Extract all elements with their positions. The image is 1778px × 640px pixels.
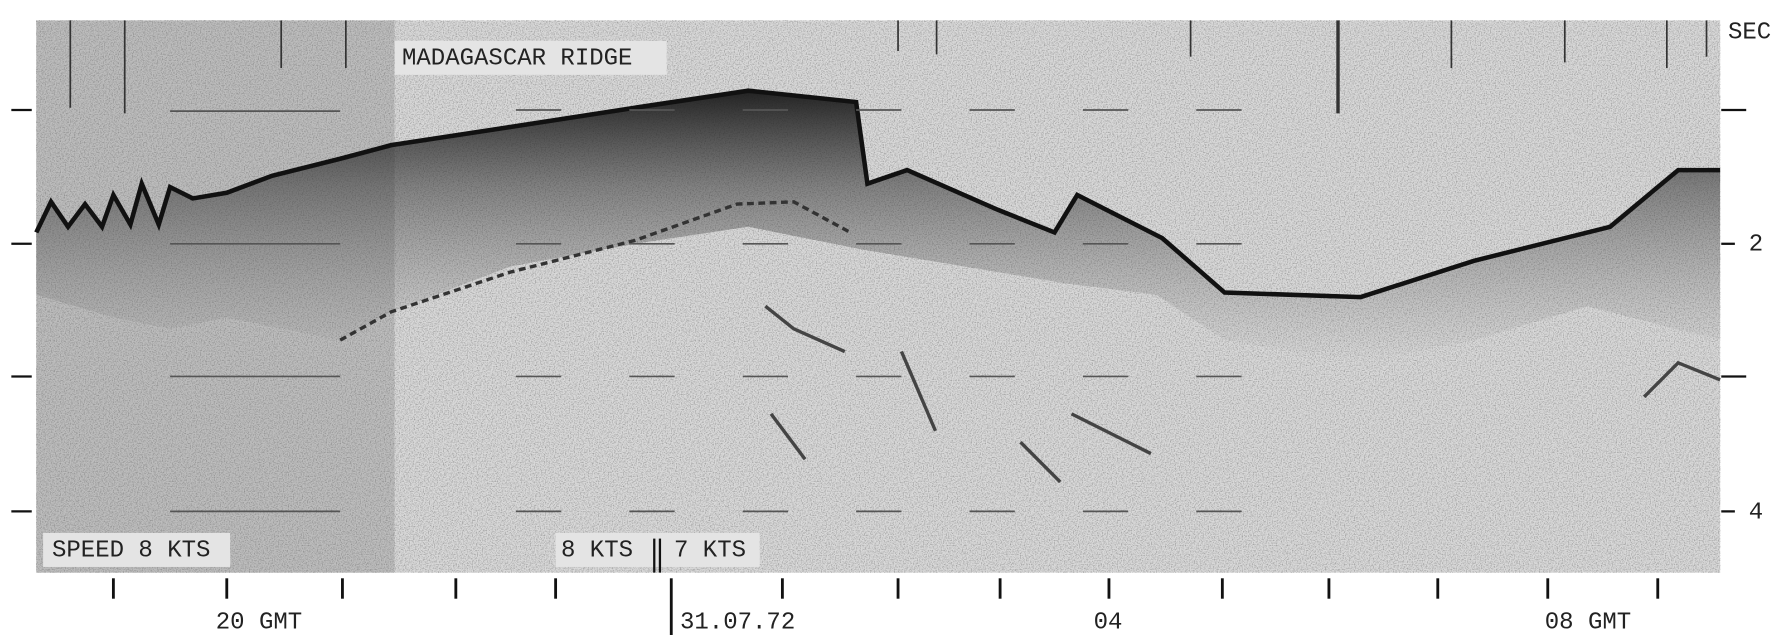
sea-floor-line — [34, 88, 1721, 300]
time-label: 08 GMT — [1545, 609, 1631, 636]
sea-floor — [36, 90, 1721, 363]
depth-ticks — [11, 108, 1747, 573]
depth-label: 4 — [1749, 499, 1763, 526]
label-box — [555, 532, 760, 567]
label-box — [43, 532, 231, 567]
label-box — [394, 40, 667, 75]
time-label: 04 — [1094, 609, 1123, 636]
speed-label: 8 KTS — [561, 537, 633, 564]
time-label: 20 GMT — [216, 609, 302, 636]
sub-bottom-reflector — [339, 200, 852, 342]
record-art — [11, 20, 1747, 635]
deep-reflectors — [764, 304, 1721, 484]
timing-lines — [170, 109, 1270, 513]
speed-label: 7 KTS — [674, 537, 746, 564]
date-label: 31.07.72 — [680, 609, 795, 636]
depth-label: 2 — [1749, 231, 1763, 258]
time-ticks — [111, 578, 1660, 635]
event-marks — [69, 20, 1708, 114]
unit-label: SEC — [1728, 19, 1771, 46]
location-label: MADAGASCAR RIDGE — [402, 45, 632, 72]
speed-label: SPEED 8 KTS — [52, 537, 210, 564]
